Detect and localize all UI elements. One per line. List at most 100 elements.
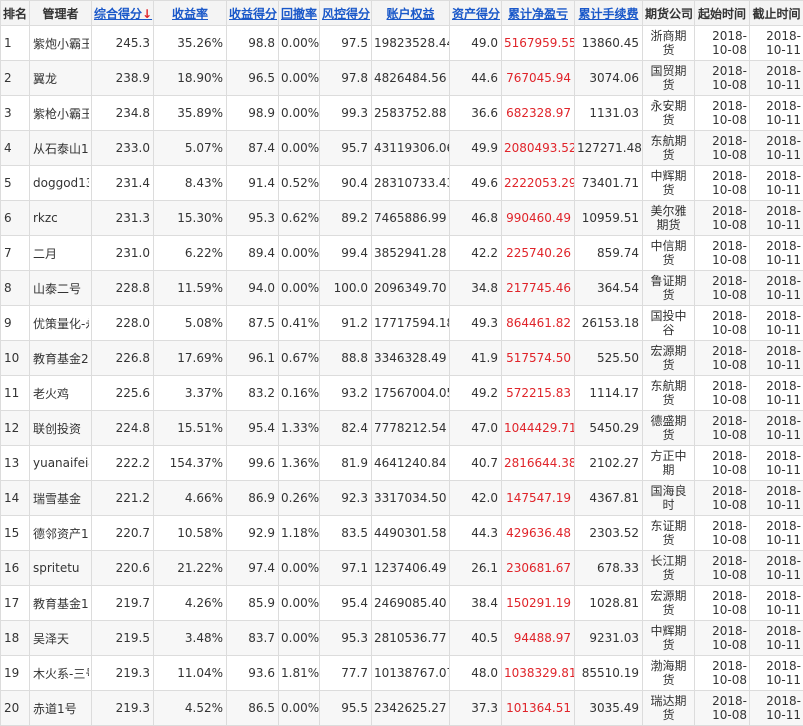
asset-score-cell: 44.3 — [450, 516, 502, 551]
drawdown-cell: 0.00% — [279, 26, 320, 61]
header-row: 排名 管理者 综合得分↓ 收益率 收益得分 回撤率 风控得分 账户权益 资产得分… — [1, 1, 803, 26]
col-score-sort[interactable]: 综合得分↓ — [92, 1, 154, 26]
risk-score-cell: 90.4 — [320, 166, 372, 201]
start-date-cell: 2018-10-08 — [695, 201, 750, 236]
manager-cell: doggod13 — [30, 166, 92, 201]
return-score-cell: 95.3 — [227, 201, 279, 236]
return-score-cell: 86.5 — [227, 691, 279, 726]
start-date-cell: 2018-10-08 — [695, 411, 750, 446]
score-cell: 224.8 — [92, 411, 154, 446]
score-cell: 219.3 — [92, 691, 154, 726]
end-date-cell: 2018-10-11 — [750, 341, 803, 376]
manager-cell: 教育基金1 — [30, 586, 92, 621]
net-pnl-cell: 682328.97 — [502, 96, 575, 131]
col-return-rate[interactable]: 收益率 — [154, 1, 227, 26]
rank-cell: 14 — [1, 481, 30, 516]
fees-cell: 2102.27 — [575, 446, 643, 481]
drawdown-cell: 0.00% — [279, 96, 320, 131]
drawdown-cell: 0.00% — [279, 586, 320, 621]
col-equity[interactable]: 账户权益 — [372, 1, 450, 26]
start-date-cell: 2018-10-08 — [695, 481, 750, 516]
end-date-cell: 2018-10-11 — [750, 26, 803, 61]
drawdown-cell: 1.36% — [279, 446, 320, 481]
asset-score-cell: 49.2 — [450, 376, 502, 411]
return-rate-cell: 17.69% — [154, 341, 227, 376]
equity-cell: 4641240.84 — [372, 446, 450, 481]
drawdown-cell: 0.62% — [279, 201, 320, 236]
manager-name: 木火系-三号 — [33, 665, 89, 682]
risk-score-cell: 95.3 — [320, 621, 372, 656]
risk-score-cell: 95.5 — [320, 691, 372, 726]
risk-score-cell: 95.4 — [320, 586, 372, 621]
net-pnl-cell: 2080493.52 — [502, 131, 575, 166]
manager-cell: 从石泰山1号 — [30, 131, 92, 166]
table-row: 19木火系-三号219.311.04%93.61.81%77.710138767… — [1, 656, 803, 691]
rank-cell: 13 — [1, 446, 30, 481]
return-score-cell: 85.9 — [227, 586, 279, 621]
net-pnl-cell: 147547.19 — [502, 481, 575, 516]
return-score-cell: 83.7 — [227, 621, 279, 656]
return-rate-cell: 11.59% — [154, 271, 227, 306]
manager-name: 教育基金2 — [33, 350, 89, 367]
return-score-cell: 92.9 — [227, 516, 279, 551]
start-date-cell: 2018-10-08 — [695, 376, 750, 411]
manager-cell: 吴泽天 — [30, 621, 92, 656]
equity-cell: 2469085.40 — [372, 586, 450, 621]
manager-name: 赤道1号 — [33, 700, 89, 717]
net-pnl-cell: 101364.51 — [502, 691, 575, 726]
drawdown-cell: 0.67% — [279, 341, 320, 376]
manager-name: 优策量化-永 — [33, 315, 89, 332]
manager-cell: 联创投资 — [30, 411, 92, 446]
return-rate-cell: 15.51% — [154, 411, 227, 446]
return-rate-cell: 15.30% — [154, 201, 227, 236]
fees-cell: 3074.06 — [575, 61, 643, 96]
start-date-cell: 2018-10-08 — [695, 166, 750, 201]
net-pnl-cell: 2816644.38 — [502, 446, 575, 481]
return-rate-cell: 5.07% — [154, 131, 227, 166]
return-score-cell: 87.5 — [227, 306, 279, 341]
equity-cell: 19823528.44 — [372, 26, 450, 61]
manager-cell: 教育基金2 — [30, 341, 92, 376]
equity-cell: 4490301.58 — [372, 516, 450, 551]
manager-name: 德邻资产1号 — [33, 525, 89, 542]
manager-name: 吴泽天 — [33, 630, 89, 647]
risk-score-cell: 91.2 — [320, 306, 372, 341]
end-date-cell: 2018-10-11 — [750, 166, 803, 201]
col-risk-score[interactable]: 风控得分 — [320, 1, 372, 26]
col-asset-score[interactable]: 资产得分 — [450, 1, 502, 26]
company-cell: 国贸期货 — [643, 61, 695, 96]
fees-cell: 73401.71 — [575, 166, 643, 201]
col-fees[interactable]: 累计手续费 — [575, 1, 643, 26]
fees-cell: 2303.52 — [575, 516, 643, 551]
score-cell: 225.6 — [92, 376, 154, 411]
manager-name: yuanaifei4 — [33, 456, 89, 470]
col-net-pnl[interactable]: 累计净盈亏 — [502, 1, 575, 26]
end-date-cell: 2018-10-11 — [750, 376, 803, 411]
drawdown-cell: 1.18% — [279, 516, 320, 551]
risk-score-cell: 95.7 — [320, 131, 372, 166]
return-rate-cell: 11.04% — [154, 656, 227, 691]
col-drawdown[interactable]: 回撤率 — [279, 1, 320, 26]
start-date-cell: 2018-10-08 — [695, 551, 750, 586]
risk-score-cell: 97.8 — [320, 61, 372, 96]
drawdown-cell: 0.00% — [279, 131, 320, 166]
table-row: 4从石泰山1号233.05.07%87.40.00%95.743119306.0… — [1, 131, 803, 166]
start-date-cell: 2018-10-08 — [695, 516, 750, 551]
fees-cell: 1028.81 — [575, 586, 643, 621]
manager-name: 瑞雪基金 — [33, 490, 89, 507]
end-date-cell: 2018-10-11 — [750, 516, 803, 551]
equity-cell: 7778212.54 — [372, 411, 450, 446]
end-date-cell: 2018-10-11 — [750, 411, 803, 446]
col-return-score[interactable]: 收益得分 — [227, 1, 279, 26]
manager-cell: 瑞雪基金 — [30, 481, 92, 516]
net-pnl-cell: 94488.97 — [502, 621, 575, 656]
fees-cell: 678.33 — [575, 551, 643, 586]
asset-score-cell: 36.6 — [450, 96, 502, 131]
return-rate-cell: 8.43% — [154, 166, 227, 201]
